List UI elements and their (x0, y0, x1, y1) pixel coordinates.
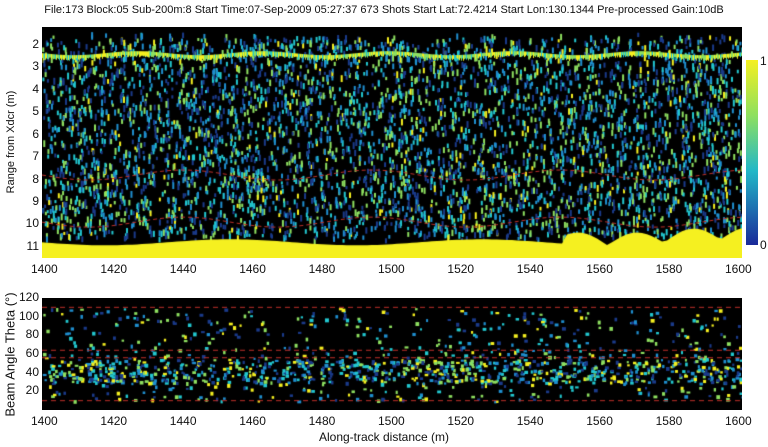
x-tick-label: 1540 (516, 414, 544, 428)
top-y-tick-label: 5 (32, 104, 39, 119)
bottom-y-tick-label: 120 (18, 290, 39, 304)
x-tick-label: 1420 (100, 262, 128, 276)
bottom-y-tick-label: 40 (25, 364, 39, 379)
top-y-tick-label: 9 (32, 193, 39, 208)
x-tick-label: 1480 (308, 262, 336, 276)
x-tick-label: 1500 (378, 414, 405, 428)
x-tick-label: 1460 (239, 414, 266, 428)
x-tick-label: 1600 (725, 262, 752, 276)
bottom-y-tick-label: 80 (25, 327, 39, 342)
x-tick-label: 1460 (239, 262, 266, 276)
x-tick-label: 1480 (308, 414, 336, 428)
x-tick-label: 1440 (169, 262, 197, 276)
plot-title: File:173 Block:05 Sub-200m:8 Start Time:… (44, 4, 724, 16)
top-y-axis-label: Range from Xdcr (m) (5, 90, 17, 194)
x-tick-label: 1400 (31, 262, 58, 276)
colorbar-min-label: 0 (760, 238, 767, 252)
x-tick-label: 1440 (169, 414, 197, 428)
top-y-tick-label: 10 (25, 216, 39, 231)
top-y-tick-label: 2 (32, 36, 39, 51)
x-tick-label: 1580 (655, 414, 683, 428)
range-echogram-heatmap (42, 27, 742, 258)
bottom-y-tick-label: 20 (25, 383, 39, 398)
bottom-y-tick-label: 100 (18, 308, 39, 323)
x-tick-label: 1540 (516, 262, 544, 276)
top-y-tick-label: 8 (32, 171, 39, 186)
x-tick-label: 1560 (586, 262, 613, 276)
bottom-y-tick-label: 60 (25, 346, 39, 360)
bottom-y-axis-label: Beam Angle Theta (°) (2, 292, 18, 417)
x-axis-label: Along-track distance (m) (318, 430, 450, 444)
top-y-tick-label: 11 (26, 238, 39, 253)
top-y-tick-label: 7 (32, 149, 39, 164)
top-y-tick-label: 4 (32, 81, 39, 96)
x-tick-label: 1520 (447, 262, 475, 276)
x-tick-label: 1600 (725, 414, 752, 428)
colorbar (746, 60, 758, 245)
x-tick-label: 1580 (655, 262, 683, 276)
colorbar-max-label: 1 (760, 54, 767, 68)
top-y-tick-label: 3 (32, 59, 39, 74)
x-tick-label: 1400 (31, 414, 58, 428)
x-tick-label: 1520 (447, 414, 475, 428)
x-tick-label: 1420 (100, 414, 128, 428)
x-tick-label: 1560 (586, 414, 613, 428)
x-tick-label: 1500 (378, 262, 405, 276)
top-y-tick-label: 6 (32, 126, 39, 141)
beam-angle-heatmap (42, 298, 742, 410)
